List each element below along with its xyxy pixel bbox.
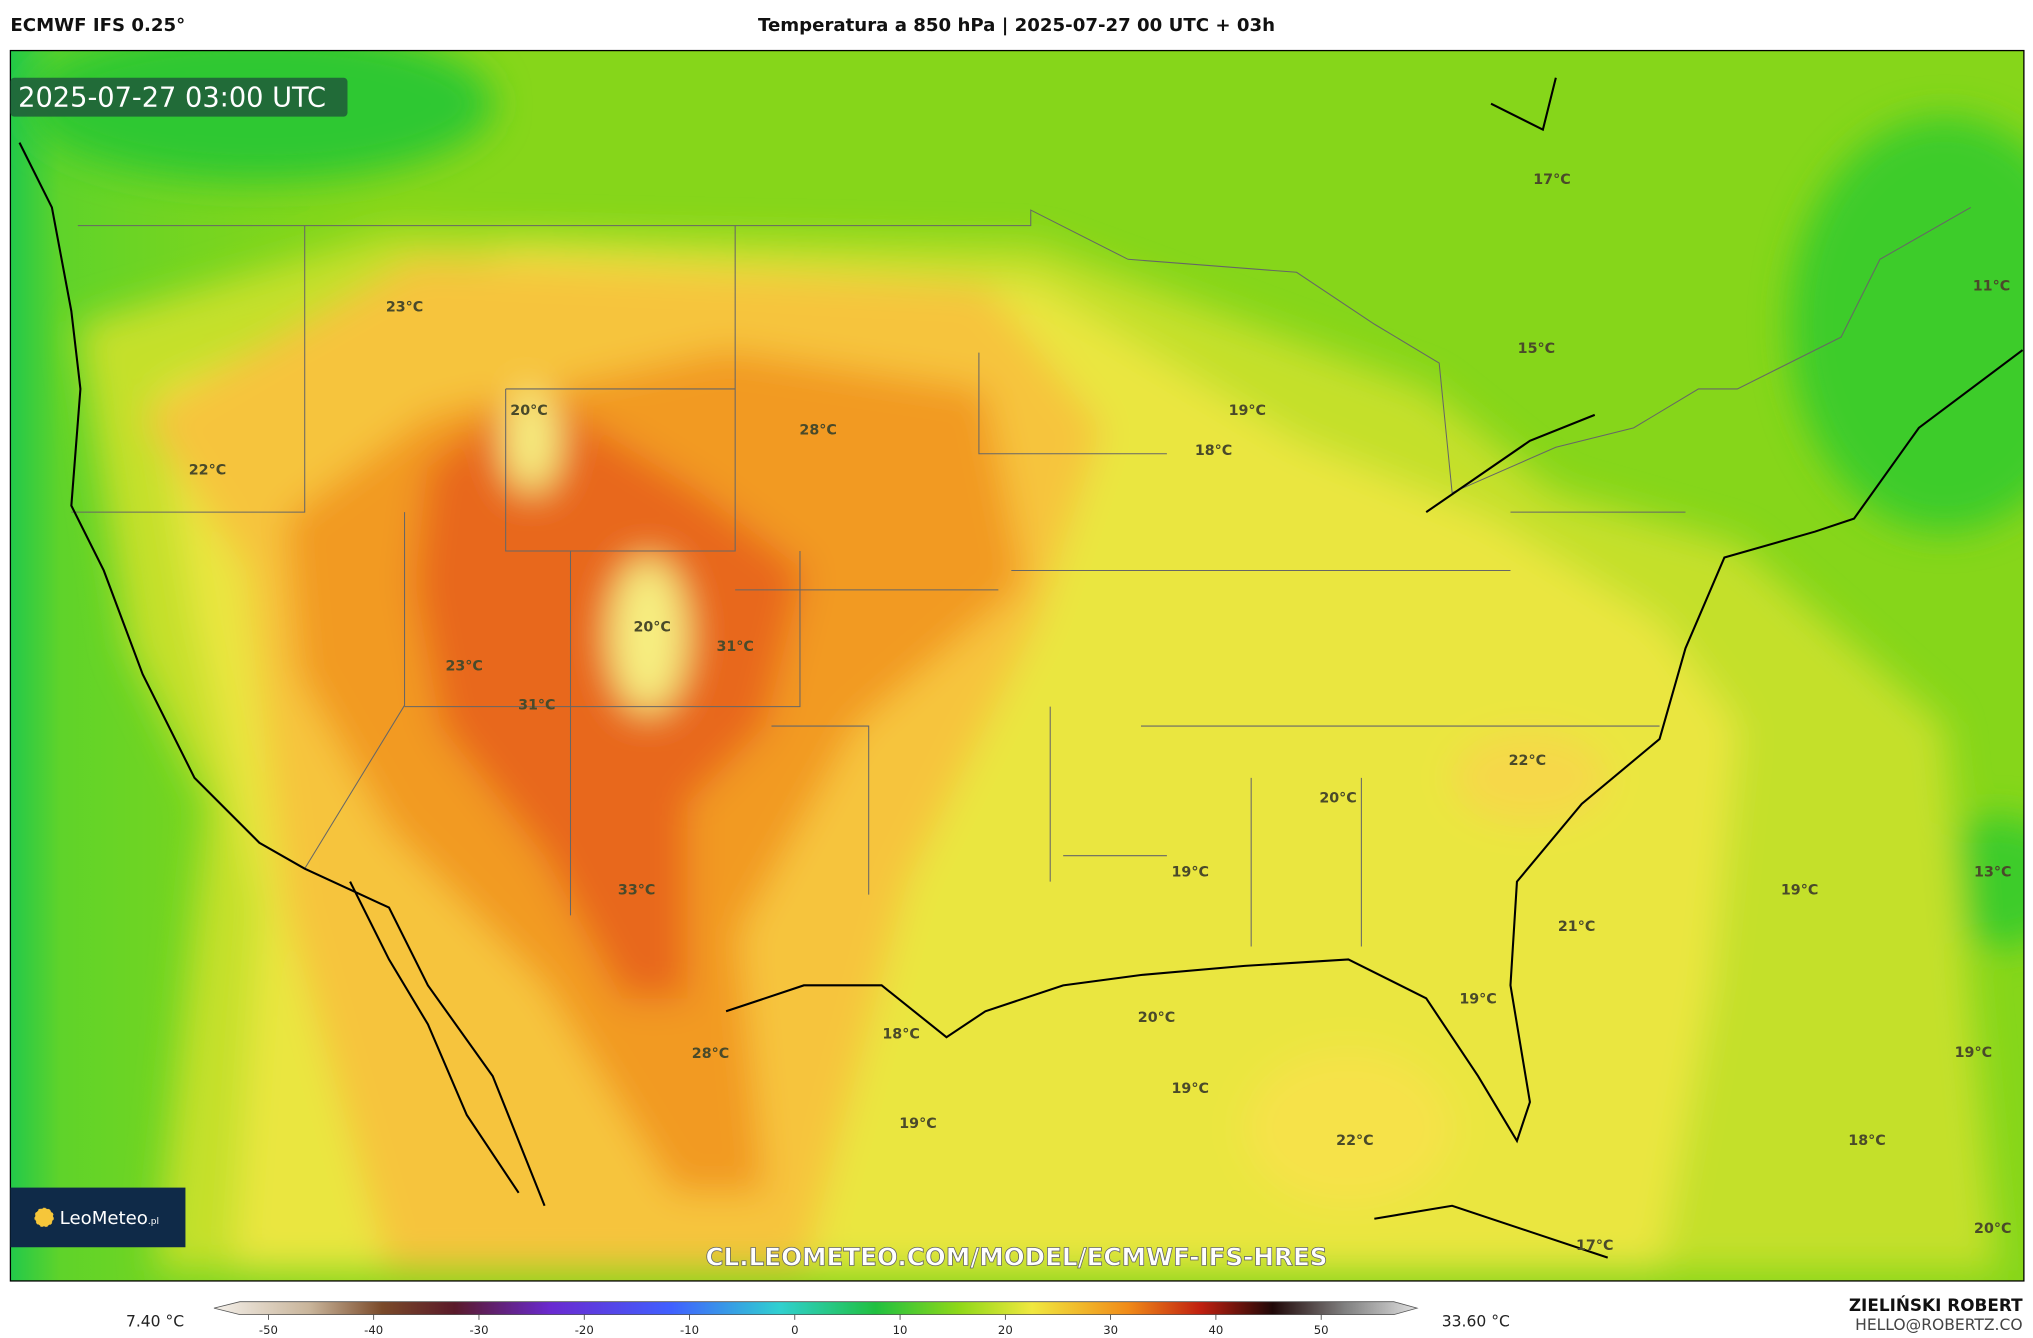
temp-label: 31°C — [518, 697, 555, 713]
map-title: Temperatura a 850 hPa | 2025-07-27 00 UT… — [758, 15, 1275, 36]
map-frame — [9, 49, 2025, 1282]
logo-sun — [34, 1207, 54, 1228]
temp-label: 18°C — [1195, 443, 1232, 459]
colorbar-min: 7.40 °C — [126, 1312, 184, 1330]
temp-label: 22°C — [1509, 753, 1546, 769]
temp-label: 19°C — [1955, 1045, 1992, 1061]
temp-label: 20°C — [1138, 1010, 1175, 1026]
logo-name: LeoMeteo.pl — [60, 1208, 159, 1229]
logo-suffix: .pl — [148, 1217, 159, 1227]
temp-label: 19°C — [1781, 883, 1818, 899]
temp-label: 20°C — [633, 620, 670, 636]
temp-label: 23°C — [445, 658, 482, 674]
colorbar-tick-label: -40 — [364, 1323, 383, 1337]
temp-label: 18°C — [882, 1027, 919, 1043]
colorbar-tick-label: 0 — [791, 1323, 798, 1337]
temp-label: 20°C — [1319, 791, 1356, 807]
temp-label: 22°C — [1336, 1133, 1373, 1149]
logo-name-text: LeoMeteo — [60, 1208, 148, 1229]
temp-label: 20°C — [510, 403, 547, 419]
colorbar-tick-label: -20 — [575, 1323, 594, 1337]
temp-label: 31°C — [716, 639, 753, 655]
colorbar-tick-label: 30 — [1103, 1323, 1118, 1337]
colorbar — [213, 1301, 1419, 1316]
colorbar-tick-label: 40 — [1208, 1323, 1223, 1337]
temp-label: 19°C — [899, 1116, 936, 1132]
temp-label: 19°C — [1172, 865, 1209, 881]
temp-label: 15°C — [1518, 341, 1555, 357]
temp-label: 19°C — [1229, 403, 1266, 419]
colorbar-tick-label: -50 — [259, 1323, 278, 1337]
temp-label: 21°C — [1558, 919, 1595, 935]
colorbar-max: 33.60 °C — [1442, 1312, 1510, 1330]
temp-label: 20°C — [1974, 1221, 2011, 1237]
colorbar-tick-label: 10 — [893, 1323, 908, 1337]
temp-label: 13°C — [1974, 865, 2011, 881]
temp-label: 18°C — [1848, 1133, 1885, 1149]
temp-label: 17°C — [1576, 1238, 1613, 1254]
map: 17°C 23°C 11°C 15°C 20°C 28°C 19°C 22°C 18°C 20°C… — [10, 50, 2024, 1281]
colorbar-tick-label: -10 — [680, 1323, 699, 1337]
model-name: ECMWF IFS 0.25° — [10, 15, 185, 36]
colorbar-tick-label: 20 — [998, 1323, 1013, 1337]
temp-label: 33°C — [618, 883, 655, 899]
temp-label: 19°C — [1172, 1081, 1209, 1097]
temp-label: 19°C — [1459, 992, 1496, 1008]
timestamp-box — [10, 77, 348, 117]
temp-label: 23°C — [386, 299, 423, 315]
temp-label: 28°C — [692, 1046, 729, 1062]
temp-label: 22°C — [189, 463, 226, 479]
temp-label: 28°C — [799, 422, 836, 438]
timestamp: 2025-07-27 03:00 UTC — [18, 82, 326, 113]
watermark: CL.LEOMETEO.COM/MODEL/ECMWF-IFS-HRES — [705, 1242, 1327, 1271]
colorbar-tick-label: -30 — [469, 1323, 488, 1337]
email: HELLO@ROBERTZ.CO — [1855, 1316, 2022, 1334]
author: ZIELIŃSKI ROBERT — [1849, 1294, 2023, 1315]
temp-label: 11°C — [1973, 279, 2010, 295]
colorbar-tick-label: 50 — [1314, 1323, 1329, 1337]
temp-label: 17°C — [1533, 172, 1570, 188]
